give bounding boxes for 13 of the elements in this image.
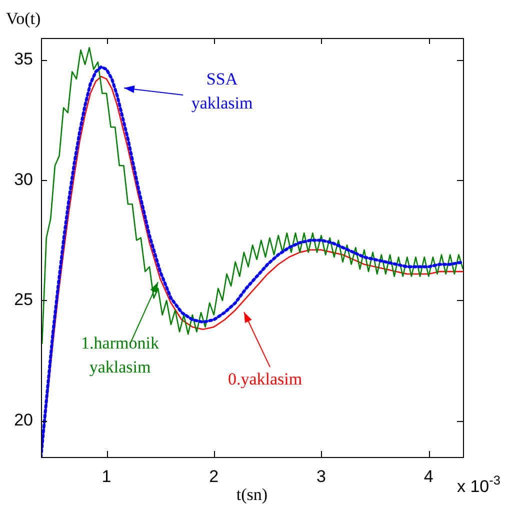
y-axis-title: Vo(t) [6, 9, 41, 28]
y-tick-label: 20 [14, 410, 33, 430]
y-tick-label: 25 [14, 290, 33, 310]
y-tick-label: 30 [14, 170, 33, 189]
x-tick-label: 2 [209, 466, 219, 486]
text: SSA yaklasim [191, 69, 253, 112]
y-tick-label: 35 [14, 49, 33, 68]
x-tick-label: 4 [424, 466, 434, 486]
text: 0.yaklasim [228, 369, 302, 388]
x-axis-title: t(sn) [236, 485, 268, 504]
x-tick-label: 3 [316, 466, 326, 486]
x-tick-label: 1 [102, 466, 112, 486]
series-label: 1.harmonik yaklasim [81, 333, 160, 376]
